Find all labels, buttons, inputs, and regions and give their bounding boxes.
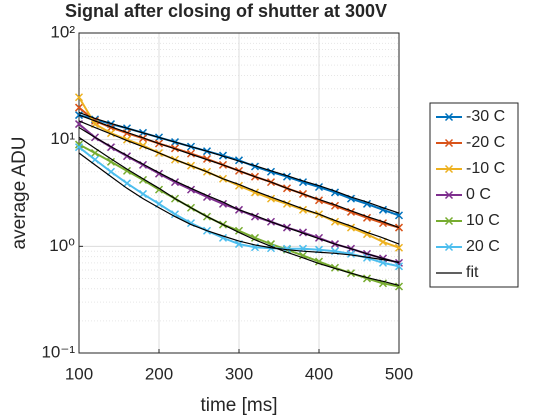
marker: [74, 140, 84, 149]
legend-label: 10 C: [466, 212, 500, 229]
series-line: [78, 127, 400, 264]
y-axis-label: average ADU: [9, 136, 30, 249]
legend-marker: [444, 190, 454, 200]
marker: [90, 155, 100, 164]
marker: [394, 262, 404, 271]
series-line: [78, 111, 400, 214]
marker: [90, 148, 100, 158]
chart-title: Signal after closing of shutter at 300V: [65, 1, 387, 21]
marker: [314, 233, 324, 242]
marker: [298, 228, 308, 237]
marker: [394, 211, 404, 220]
marker: [314, 196, 324, 205]
x-tick-label: 100: [65, 364, 93, 383]
marker: [74, 143, 84, 152]
marker: [74, 93, 84, 102]
legend-marker: [444, 138, 454, 148]
legend-marker: [444, 164, 454, 174]
legend-label: 20 C: [466, 238, 500, 255]
marker: [122, 129, 132, 138]
marker: [234, 156, 244, 165]
x-axis-label: time [ms]: [200, 395, 277, 416]
marker: [298, 251, 308, 260]
marker: [202, 154, 212, 163]
marker: [266, 167, 276, 176]
y-tick-label: 10¹: [50, 129, 75, 148]
x-tick-label: 500: [385, 364, 413, 383]
marker: [394, 282, 404, 291]
marker: [138, 189, 148, 198]
x-tick-label: 200: [145, 364, 173, 383]
series-line: [78, 152, 400, 263]
marker: [106, 167, 116, 176]
marker: [218, 151, 228, 160]
marker: [170, 210, 180, 219]
plot-frame: [78, 32, 400, 354]
series-line: [78, 136, 400, 287]
y-tick-label: 10⁻¹: [41, 342, 75, 361]
marker: [122, 179, 132, 188]
legend-marker: [444, 112, 454, 122]
marker: [394, 243, 404, 252]
x-tick-label: 400: [305, 364, 333, 383]
legend-marker: [444, 216, 454, 226]
legend-label: 0 C: [466, 186, 491, 203]
legend-label: -10 C: [466, 160, 505, 177]
legend-label: -30 C: [466, 108, 505, 125]
marker: [330, 263, 340, 272]
marker: [346, 249, 356, 258]
series-line: [78, 120, 400, 245]
marker: [378, 237, 388, 246]
marker: [250, 162, 260, 171]
marker: [362, 274, 372, 283]
marker: [106, 157, 116, 166]
marker: [74, 103, 84, 112]
series-line: [78, 114, 400, 229]
y-tick-label: 10²: [50, 22, 75, 41]
legend-label: -20 C: [466, 134, 505, 151]
y-tick-label: 10⁰: [49, 236, 75, 255]
x-tick-label: 300: [225, 364, 253, 383]
legend-marker: [444, 242, 454, 252]
marker: [122, 166, 132, 175]
legend-label: fit: [466, 264, 479, 281]
